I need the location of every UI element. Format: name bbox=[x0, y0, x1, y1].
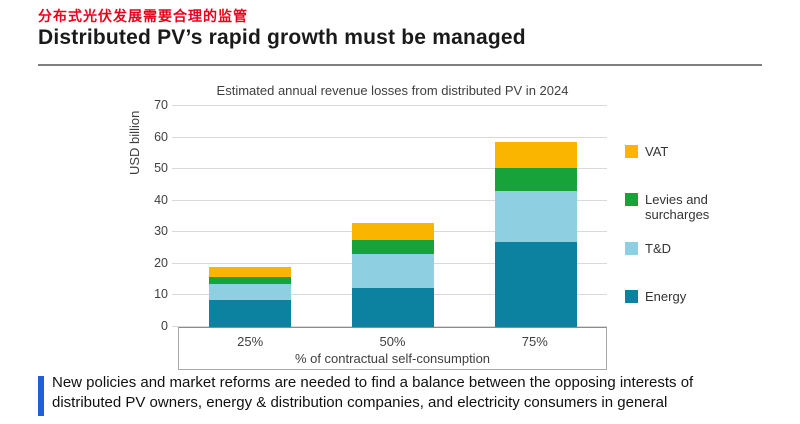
y-tick-10: 10 bbox=[154, 287, 168, 302]
y-tick-20: 20 bbox=[154, 255, 168, 270]
bar-75%-segment-t-d bbox=[494, 191, 577, 242]
bar-25% bbox=[208, 267, 291, 327]
bar-50%-segment-vat bbox=[351, 222, 434, 241]
bar-50%-segment-energy bbox=[351, 287, 434, 327]
x-tick-25%: 25% bbox=[237, 334, 264, 349]
gridline-y-40 bbox=[172, 199, 607, 201]
y-tick-70: 70 bbox=[154, 98, 168, 112]
legend-item-levies-and-surcharges: Levies and surcharges bbox=[625, 192, 743, 222]
gridline-y-70 bbox=[172, 105, 607, 106]
legend-label: T&D bbox=[645, 241, 671, 256]
bar-25%-segment-t-d bbox=[208, 284, 291, 301]
y-axis-tick-labels: 0 10 20 30 40 50 60 70 bbox=[138, 98, 168, 333]
legend-swatch-icon bbox=[625, 145, 638, 158]
bar-25%-segment-vat bbox=[208, 267, 291, 277]
bar-75%-segment-energy bbox=[494, 241, 577, 327]
gridline-y-50 bbox=[172, 168, 607, 170]
accent-bar bbox=[38, 376, 44, 416]
key-message: New policies and market reforms are need… bbox=[52, 373, 772, 413]
legend-item-vat: VAT bbox=[625, 144, 743, 159]
stacked-bar-plot-area bbox=[172, 105, 607, 327]
x-axis-tick-labels: 25% 50% 75% bbox=[179, 334, 606, 349]
legend-item-energy: Energy bbox=[625, 289, 743, 304]
legend-swatch-icon bbox=[625, 242, 638, 255]
x-tick-50%: 50% bbox=[379, 334, 406, 349]
x-axis-box: 25% 50% 75% % of contractual self-consumpt… bbox=[178, 327, 607, 370]
bar-75% bbox=[494, 142, 577, 327]
chinese-subtitle: 分布式光伏发展需要合理的监管 bbox=[38, 8, 248, 24]
bar-50%-segment-levies-and-surcharges bbox=[351, 240, 434, 255]
bar-25%-segment-energy bbox=[208, 300, 291, 327]
bar-50%-segment-t-d bbox=[351, 254, 434, 288]
gridline-y-60 bbox=[172, 136, 607, 138]
y-tick-0: 0 bbox=[161, 319, 168, 333]
y-tick-30: 30 bbox=[154, 224, 168, 239]
key-message-line1: New policies and market reforms are need… bbox=[52, 374, 694, 391]
key-message-line2: distributed PV owners, energy & distribu… bbox=[52, 394, 668, 411]
y-tick-40: 40 bbox=[154, 192, 168, 207]
legend-label: Energy bbox=[645, 289, 687, 304]
legend-swatch-icon bbox=[625, 193, 638, 206]
legend-swatch-icon bbox=[625, 290, 638, 303]
chart-title: Estimated annual revenue losses from dis… bbox=[216, 83, 569, 98]
y-tick-60: 60 bbox=[154, 129, 168, 144]
bar-75%-segment-vat bbox=[494, 142, 577, 168]
x-axis-label: % of contractual self-consumption bbox=[294, 351, 491, 366]
bar-75%-segment-levies-and-surcharges bbox=[494, 167, 577, 192]
y-tick-50: 50 bbox=[154, 161, 168, 176]
bar-25%-segment-levies-and-surcharges bbox=[208, 276, 291, 285]
legend-label: VAT bbox=[645, 144, 669, 159]
legend-label: Levies and surcharges bbox=[645, 192, 710, 222]
x-tick-75%: 75% bbox=[521, 334, 548, 349]
legend-item-t-d: T&D bbox=[625, 241, 743, 256]
page-title: Distributed PV’s rapid growth must be ma… bbox=[38, 26, 526, 49]
bar-50% bbox=[351, 222, 434, 327]
title-divider bbox=[38, 64, 762, 66]
